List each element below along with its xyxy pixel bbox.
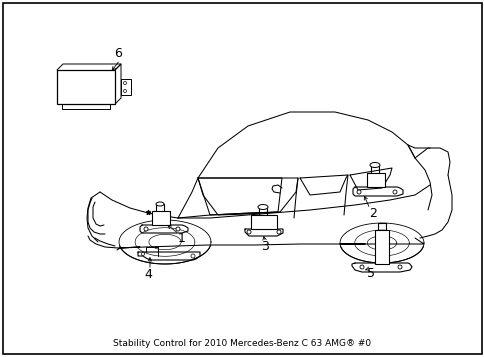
Bar: [151, 211, 170, 225]
Circle shape: [356, 190, 360, 194]
Ellipse shape: [156, 202, 164, 206]
Circle shape: [176, 227, 180, 231]
Text: 5: 5: [366, 267, 374, 280]
Text: 2: 2: [368, 207, 376, 220]
Circle shape: [246, 230, 251, 234]
Bar: [374, 230, 388, 264]
Bar: [57, 70, 115, 104]
Circle shape: [397, 265, 401, 269]
Circle shape: [191, 254, 195, 258]
Text: Stability Control for 2010 Mercedes-Benz C 63 AMG® #0: Stability Control for 2010 Mercedes-Benz…: [113, 339, 370, 348]
Circle shape: [144, 227, 148, 231]
Bar: [251, 215, 276, 229]
Bar: [121, 79, 131, 95]
Text: 3: 3: [260, 240, 269, 253]
Circle shape: [123, 81, 126, 85]
Circle shape: [392, 190, 396, 194]
Ellipse shape: [369, 162, 379, 167]
Bar: [366, 173, 384, 187]
Ellipse shape: [257, 205, 268, 210]
Circle shape: [359, 265, 363, 269]
Circle shape: [276, 230, 280, 234]
Text: 1: 1: [178, 232, 185, 245]
Text: 6: 6: [114, 47, 121, 60]
Circle shape: [141, 252, 144, 256]
Circle shape: [123, 90, 126, 92]
Text: 4: 4: [144, 268, 151, 281]
